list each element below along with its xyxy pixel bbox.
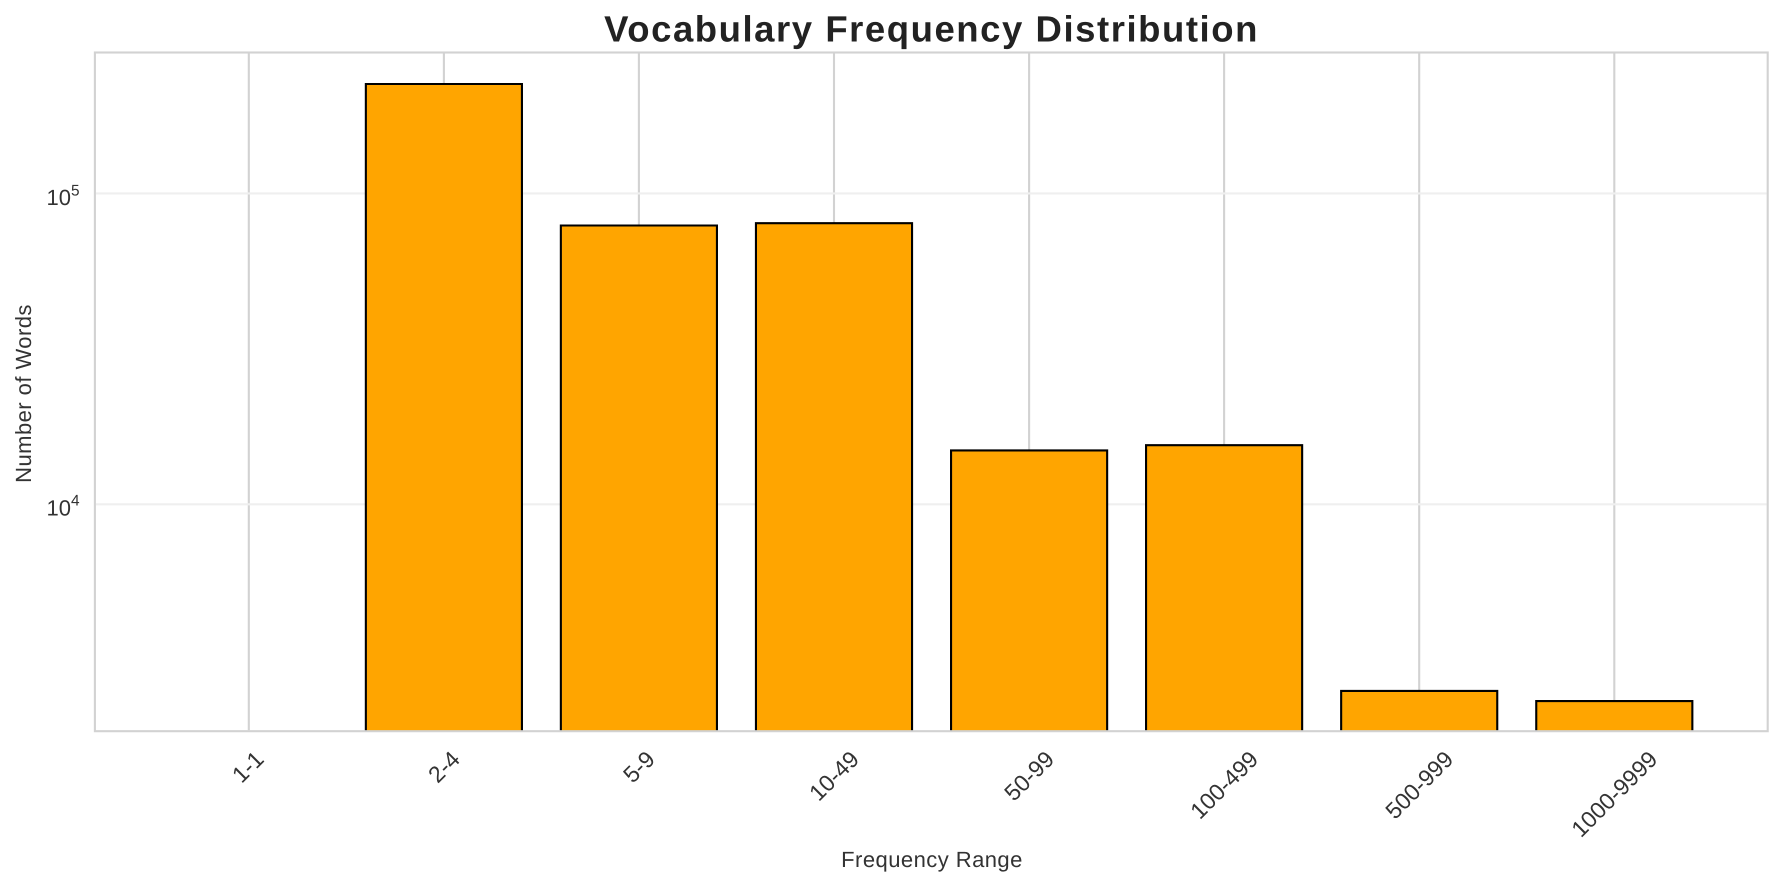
svg-text:Vocabulary Frequency Distribut: Vocabulary Frequency Distribution: [604, 8, 1259, 49]
svg-text:105: 105: [46, 182, 79, 210]
svg-text:Number of Words: Number of Words: [11, 304, 36, 483]
svg-text:Frequency Range: Frequency Range: [841, 847, 1023, 872]
